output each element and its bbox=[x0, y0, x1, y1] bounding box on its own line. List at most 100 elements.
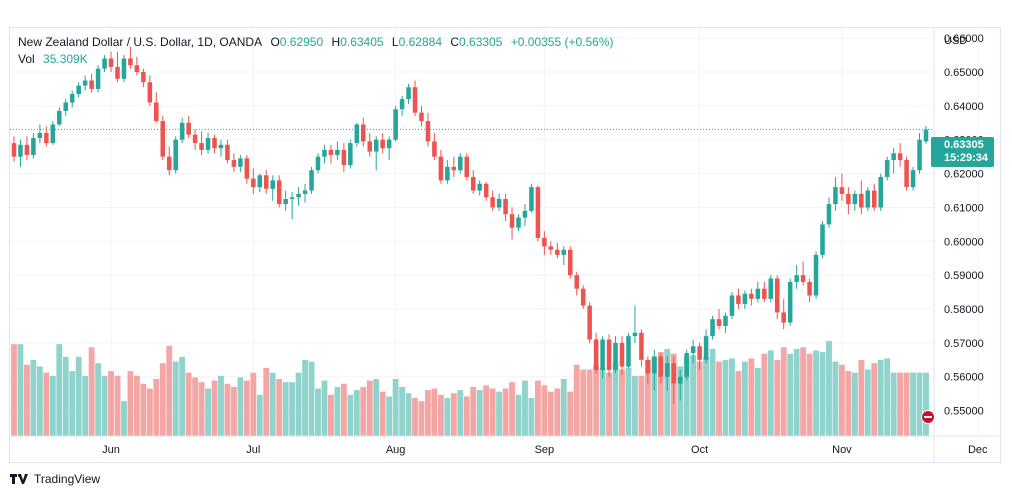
volume-bar bbox=[425, 390, 431, 436]
volume-bar bbox=[528, 398, 535, 436]
volume-bar bbox=[153, 379, 160, 436]
volume-bar bbox=[903, 372, 910, 436]
candle-body bbox=[749, 293, 754, 299]
symbol-title: New Zealand Dollar / U.S. Dollar, 1D, OA… bbox=[18, 35, 263, 49]
candle-body bbox=[69, 94, 75, 103]
candle-body bbox=[470, 176, 476, 191]
candle-body bbox=[31, 138, 36, 155]
volume-bar bbox=[321, 380, 328, 436]
volume-bar bbox=[826, 341, 832, 436]
volume-bar bbox=[580, 369, 587, 436]
open-label: O bbox=[270, 35, 280, 49]
candle-body bbox=[179, 122, 185, 140]
high-value: 0.63405 bbox=[340, 35, 384, 49]
candle-body bbox=[716, 319, 722, 326]
candle-body bbox=[393, 109, 398, 140]
candle-body bbox=[425, 121, 431, 142]
volume-bar bbox=[231, 386, 237, 436]
volume-bar bbox=[386, 396, 393, 436]
low-value: 0.62884 bbox=[398, 35, 442, 49]
footer[interactable]: TradingView bbox=[10, 472, 100, 486]
volume-bar bbox=[851, 372, 858, 436]
volume-bar bbox=[910, 372, 916, 436]
candle-body bbox=[406, 87, 411, 100]
volume-bar bbox=[897, 372, 904, 436]
volume-bar bbox=[819, 352, 826, 436]
candle-body bbox=[606, 339, 612, 370]
candle-body bbox=[238, 158, 243, 167]
price-tick-label: 0.55000 bbox=[944, 406, 984, 418]
candle-body bbox=[128, 58, 133, 66]
time-tick-label: Oct bbox=[691, 444, 708, 456]
candle-body bbox=[613, 342, 618, 370]
candle-body bbox=[755, 288, 761, 299]
price-tick-label: 0.59000 bbox=[944, 270, 984, 282]
volume-bar bbox=[347, 394, 354, 436]
volume-bar bbox=[198, 382, 205, 436]
close-label: C bbox=[450, 35, 460, 49]
candle-body bbox=[774, 278, 780, 313]
candle-body bbox=[244, 158, 250, 179]
volume-bar bbox=[315, 388, 321, 436]
volume-bar bbox=[515, 394, 522, 436]
candle-body bbox=[555, 249, 560, 255]
candle-body bbox=[794, 275, 799, 282]
volume-bar bbox=[780, 347, 787, 436]
candle-body bbox=[768, 278, 774, 299]
candle-body bbox=[503, 198, 508, 215]
candle-body bbox=[535, 187, 541, 238]
candle-body bbox=[787, 281, 793, 323]
volume-bar bbox=[716, 361, 722, 436]
volume-bar bbox=[832, 361, 839, 436]
legend-ohlc: New Zealand Dollar / U.S. Dollar, 1D, OA… bbox=[18, 35, 619, 49]
price-tick-label: 0.65000 bbox=[944, 67, 984, 79]
volume-bar bbox=[185, 372, 192, 436]
volume-bar bbox=[237, 377, 244, 436]
candle-body bbox=[205, 138, 211, 150]
volume-bar bbox=[754, 367, 761, 436]
volume-bar bbox=[243, 380, 250, 436]
volume-bar bbox=[619, 369, 625, 436]
candle-body bbox=[335, 149, 340, 155]
candle-body bbox=[18, 144, 23, 157]
candle-body bbox=[833, 187, 838, 205]
volume-bar bbox=[541, 385, 548, 436]
volume-bar bbox=[366, 380, 373, 436]
candle-body bbox=[839, 187, 845, 194]
candle-body bbox=[529, 187, 534, 211]
price-tick-label: 0.61000 bbox=[944, 202, 984, 214]
volume-bar bbox=[923, 372, 929, 436]
volume-bar bbox=[379, 391, 386, 436]
volume-bar bbox=[24, 364, 30, 436]
candle-body bbox=[884, 160, 890, 177]
candle-body bbox=[44, 132, 49, 144]
volume-value: 35.309K bbox=[43, 52, 88, 66]
volume-bar bbox=[444, 398, 451, 436]
volume-bar bbox=[121, 401, 127, 436]
candle-body bbox=[729, 295, 735, 316]
candle-body bbox=[865, 190, 871, 208]
grid bbox=[10, 28, 979, 436]
volume-bar bbox=[172, 361, 179, 436]
volume-bar bbox=[373, 379, 380, 436]
candle-body bbox=[723, 315, 728, 326]
volume-bar bbox=[276, 379, 283, 436]
volume-bar bbox=[800, 347, 807, 436]
volume-bar bbox=[483, 385, 490, 436]
footer-brand: TradingView bbox=[34, 472, 101, 486]
candle-body bbox=[852, 193, 858, 205]
candle-body bbox=[141, 72, 146, 83]
candle-body bbox=[289, 197, 295, 199]
candle-body bbox=[373, 139, 379, 152]
candle-body bbox=[464, 156, 470, 177]
candle-body bbox=[496, 198, 502, 208]
low-label: L bbox=[391, 35, 399, 49]
candle-body bbox=[626, 336, 631, 367]
flag-icon[interactable] bbox=[921, 410, 935, 424]
candle-body bbox=[218, 144, 224, 149]
volume-bar bbox=[470, 386, 477, 436]
tradingview-logo-icon bbox=[10, 474, 28, 484]
candle-body bbox=[567, 249, 573, 276]
volume-bar bbox=[263, 367, 270, 436]
